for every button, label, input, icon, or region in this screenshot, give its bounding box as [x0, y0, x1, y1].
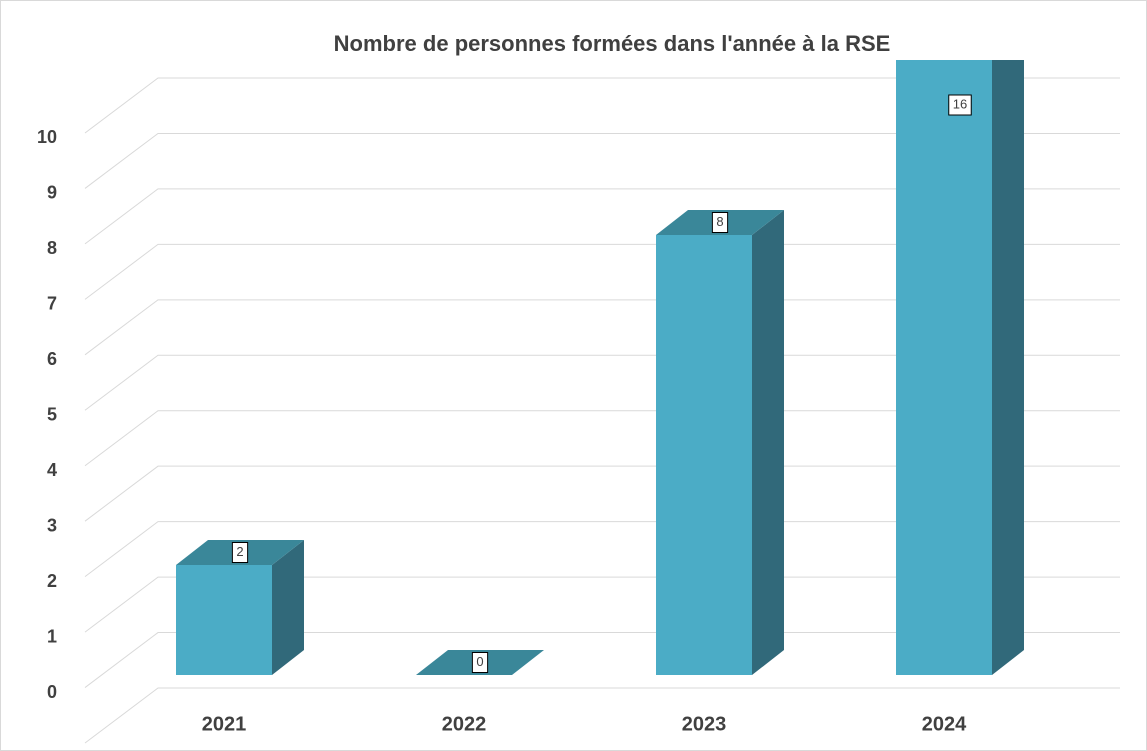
bar-front — [176, 565, 272, 675]
bar-front — [896, 60, 992, 675]
grid-line — [84, 188, 1120, 245]
grid-line — [84, 354, 1120, 411]
data-label-box — [948, 94, 972, 116]
bar — [656, 210, 784, 675]
data-label-box — [231, 542, 249, 563]
y-tick-label: 9 — [47, 183, 57, 203]
bar-side — [272, 540, 304, 675]
y-tick-label: 5 — [47, 404, 57, 424]
y-tick-label: 2 — [47, 571, 57, 591]
y-tick-label: 8 — [47, 238, 57, 258]
grid-line — [84, 465, 1120, 522]
grid-line — [84, 521, 1120, 578]
data-label: 8 — [716, 214, 723, 229]
bar-side — [992, 60, 1024, 675]
data-label: 0 — [476, 654, 483, 669]
data-label-box — [471, 652, 489, 673]
grid-line — [84, 632, 1120, 688]
y-tick-label: 4 — [47, 460, 57, 480]
grid-line — [84, 410, 1120, 467]
grid-line — [84, 243, 1120, 300]
y-tick-label: 1 — [47, 626, 57, 646]
labels: 0 1 2 3 4 5 6 7 8 9 10 2021 2 2022 0 2023 8 2024 16 — [37, 94, 972, 735]
x-tick-label: 2022 — [442, 713, 487, 735]
y-tick-label: 0 — [47, 682, 57, 702]
grid-line — [84, 299, 1120, 356]
y-tick-label: 6 — [47, 349, 57, 369]
x-tick-label: 2021 — [202, 713, 247, 735]
data-label-box — [711, 212, 729, 233]
grid-line — [84, 576, 1120, 633]
grid-line — [84, 132, 1120, 189]
x-tick-label: 2023 — [682, 713, 727, 735]
bar-side — [752, 210, 784, 675]
bar-front — [656, 235, 752, 675]
data-label: 16 — [953, 96, 967, 111]
bar — [896, 60, 1024, 675]
data-label: 2 — [236, 544, 243, 559]
grid-line — [84, 687, 1120, 744]
y-tick-label: 10 — [37, 127, 57, 147]
grid — [84, 77, 1120, 744]
y-tick-label: 3 — [47, 515, 57, 535]
grid-line — [84, 77, 1120, 134]
y-tick-label: 7 — [47, 294, 57, 314]
x-tick-label: 2024 — [922, 713, 967, 735]
chart-title: Nombre de personnes formées dans l'année… — [334, 31, 891, 56]
